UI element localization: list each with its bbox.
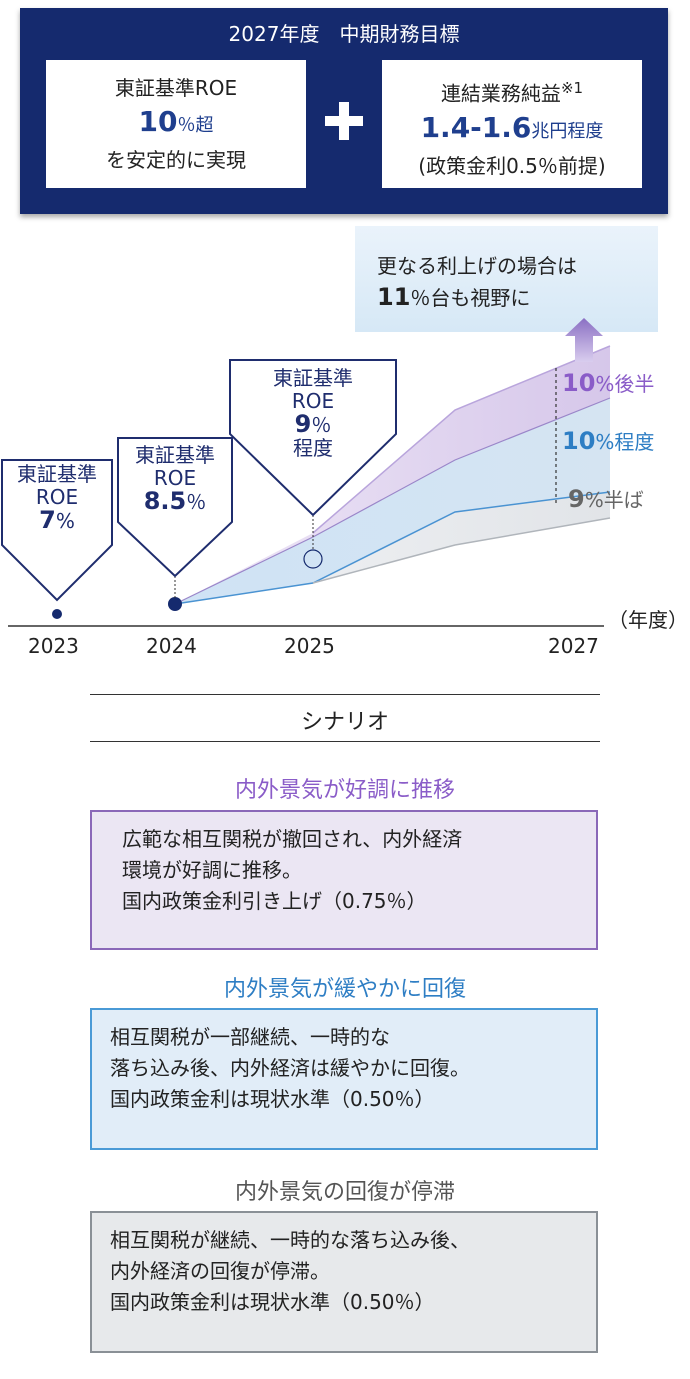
scenario-box-upper: 広範な相互関税が撤回され、内外経済 環境が好調に推移。 国内政策金利引き上げ（0… (90, 810, 598, 950)
scenario-label-upper: 10%後半 (562, 369, 655, 397)
scenario-box-mid: 相互関税が一部継続、一時的な 落ち込み後、内外経済は緩やかに回復。 国内政策金利… (90, 1008, 598, 1150)
scenario-title-low: 内外景気の回復が停滞 (234, 1180, 455, 1205)
roe-label-2024: 東証基準 ROE 8.5％ (135, 443, 215, 515)
scenario-box-low: 相互関税が継続、一時的な落ち込み後、 内外経済の回復が停滞。 国内政策金利は現状… (90, 1211, 598, 1353)
roe-target-value: 10 (138, 105, 178, 138)
roe-label-2025: 東証基準 ROE 9％ 程度 (273, 366, 353, 460)
profit-target-unit: 兆円程度 (531, 120, 604, 142)
point-2023 (52, 609, 62, 619)
scenario-title-upper: 内外景気が好調に推移 (234, 778, 455, 803)
scenario-heading: シナリオ (300, 710, 389, 735)
bottom-boundary-line (312, 517, 611, 584)
point-2025 (303, 549, 323, 569)
label-shape-2025 (229, 359, 397, 517)
band-low (175, 492, 610, 604)
upside-callout: 更なる利上げの場合は 11％台も視野に (355, 226, 658, 332)
band-upper (175, 346, 610, 604)
profit-target-label: 連結業務純益 (440, 81, 561, 106)
target-header: 2027年度 中期財務目標 東証基準ROE 10％超 を安定的に実現 連結業務純… (20, 8, 668, 214)
callout-line1: 更なる利上げの場合は (377, 254, 577, 278)
mid-boundary-line (174, 397, 611, 605)
roe-target-label: 東証基準ROE (114, 76, 238, 100)
roe-label-2023: 東証基準 ROE 7% (17, 462, 97, 534)
point-2024 (168, 597, 182, 611)
roe-target-unit: ％超 (177, 115, 214, 136)
scenario-title-mid: 内外景気が緩やかに回復 (223, 977, 466, 1002)
plus-icon (325, 102, 363, 140)
up-arrow-icon (565, 318, 603, 362)
roe-chart (1, 318, 611, 627)
scenario-label-mid: 10%程度 (562, 427, 655, 455)
x-axis-unit: （年度） (608, 608, 688, 632)
profit-target-box: 連結業務純益※1 1.4-1.6兆円程度 (政策金利0.5％前提) (382, 60, 642, 188)
band-mid (175, 398, 610, 604)
x-tick-2023: 2023 (28, 634, 79, 658)
low-boundary-line (174, 491, 611, 605)
roe-target-box: 東証基準ROE 10％超 を安定的に実現 (46, 60, 306, 188)
heading-rule-bottom (90, 741, 600, 742)
label-shape-2023 (1, 459, 113, 602)
label-shape-2024 (117, 437, 233, 578)
footnote-mark: ※1 (560, 79, 584, 97)
upper-boundary-line (312, 345, 611, 534)
x-tick-2024: 2024 (146, 634, 197, 658)
scenario-label-low: 9%半ば (568, 485, 644, 513)
profit-target-note: (政策金利0.5％前提) (418, 153, 606, 178)
header-title: 2027年度 中期財務目標 (228, 22, 460, 46)
callout-text: ％台も視野に (410, 286, 531, 310)
callout-value: 11 (377, 283, 411, 311)
heading-rule-top (90, 694, 600, 695)
x-tick-2027: 2027 (548, 634, 599, 658)
x-tick-2025: 2025 (284, 634, 335, 658)
profit-target-value: 1.4-1.6 (420, 110, 532, 144)
roe-target-note: を安定的に実現 (106, 148, 246, 172)
